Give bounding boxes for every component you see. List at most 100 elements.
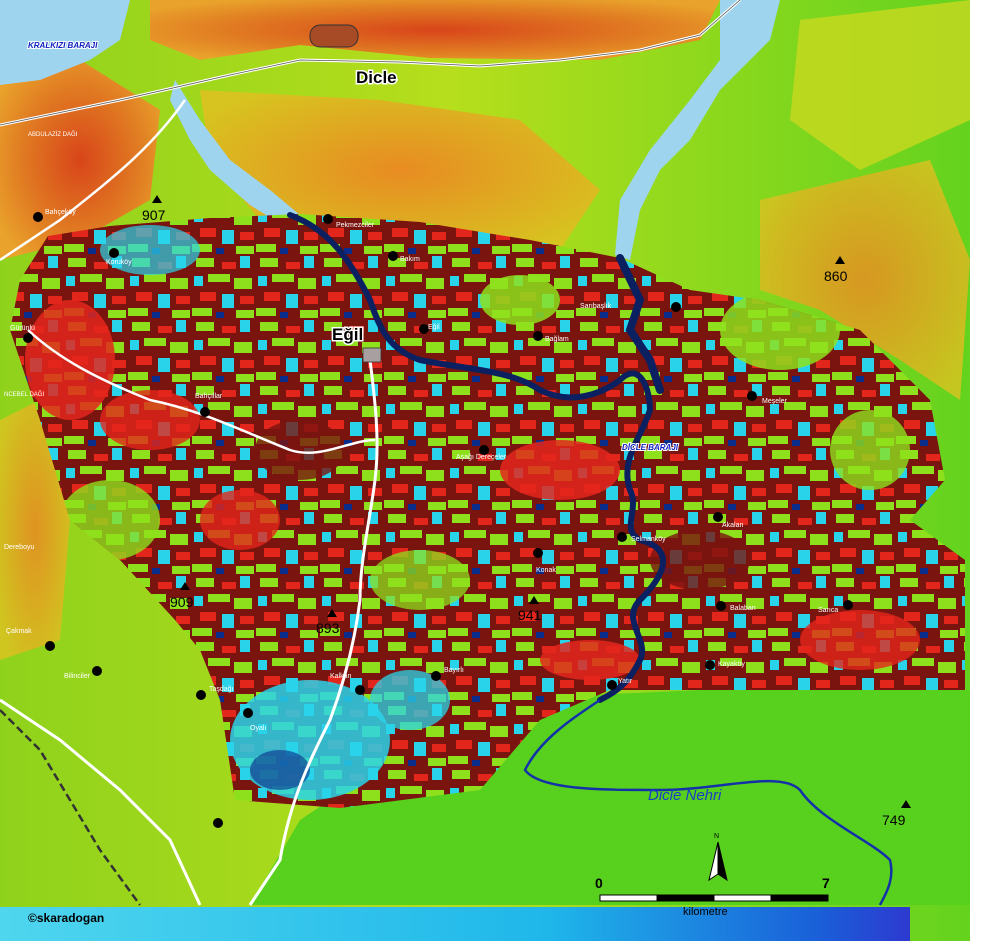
svg-text:Taşdağı: Taşdağı xyxy=(209,686,234,693)
svg-text:941: 941 xyxy=(518,607,542,623)
village-dereboyu: Dereboyu xyxy=(4,544,34,551)
peak-893: 893 xyxy=(316,609,340,636)
svg-text:Bilinciler: Bilinciler xyxy=(64,673,91,680)
village-unnamed-2 xyxy=(213,818,223,828)
svg-text:Bahçıllar: Bahçıllar xyxy=(195,393,223,400)
svg-text:Akalan: Akalan xyxy=(722,522,744,529)
svg-text:Aşağı Dereçeler: Aşağı Dereçeler xyxy=(456,454,507,461)
svg-text:Sarıbaşlık: Sarıbaşlık xyxy=(580,303,612,310)
land-cover-area xyxy=(10,214,965,808)
village-yatir: Yatır xyxy=(607,678,633,690)
village-bahcillar: Bahçıllar xyxy=(195,393,223,417)
village-asagi-dereceler: Aşağı Dereçeler xyxy=(456,445,507,461)
village-balaban: Balaban xyxy=(716,601,756,612)
dicle-dam-river xyxy=(287,212,666,703)
svg-text:Dereboyu: Dereboyu xyxy=(4,544,34,551)
svg-text:Pekmezciler: Pekmezciler xyxy=(336,222,375,229)
village-markers: Bahçeköy Koruköy Pekmezciler Bakım Gürün… xyxy=(4,209,853,828)
peak-907: 907 xyxy=(142,195,166,223)
svg-text:Çakmak: Çakmak xyxy=(6,628,32,635)
village-kalkan: Kalkan xyxy=(330,673,365,695)
road-southwest xyxy=(0,698,202,906)
village-meseler: Meşeler xyxy=(747,391,788,405)
svg-text:Bayırlı: Bayırlı xyxy=(444,667,464,674)
scale-bar: 0 7 kilometre xyxy=(595,875,830,918)
dam-reservoir-channel xyxy=(616,254,664,394)
village-cakmak: Çakmak xyxy=(6,628,55,651)
svg-text:749: 749 xyxy=(882,812,906,828)
svg-text:907: 907 xyxy=(142,207,166,223)
village-oyali: Oyalı xyxy=(243,708,266,732)
village-sarica: Sarıca xyxy=(818,600,853,614)
svg-text:909: 909 xyxy=(170,594,194,610)
road-central xyxy=(248,359,379,906)
village-korukoy: Koruköy xyxy=(106,248,132,266)
svg-text:Kayaköy: Kayaköy xyxy=(718,661,745,668)
right-margin xyxy=(970,0,1000,941)
terrain-hill-northeast xyxy=(790,0,970,170)
village-kayakoy: Kayaköy xyxy=(705,660,745,670)
dicle-town-area xyxy=(309,24,359,48)
svg-text:Bahçeköy: Bahçeköy xyxy=(45,209,76,216)
peak-749: 749 xyxy=(882,800,911,828)
kralkizi-reservoir xyxy=(0,0,130,85)
dicle-reservoir-north xyxy=(615,0,780,260)
terrain-ridge-north xyxy=(150,0,720,60)
svg-text:Selmanköy: Selmanköy xyxy=(631,536,666,543)
svg-text:Kalkan: Kalkan xyxy=(330,673,352,680)
village-konak: Konak xyxy=(533,548,556,574)
svg-text:893: 893 xyxy=(316,620,340,636)
svg-text:Gürünlü: Gürünlü xyxy=(10,325,35,332)
road-west xyxy=(0,99,187,262)
terrain-hill-west xyxy=(0,400,70,660)
dicle-nehri-river xyxy=(523,698,893,906)
road-north-outline xyxy=(0,0,741,126)
svg-text:860: 860 xyxy=(824,268,848,284)
village-gurunlu: Gürünlü xyxy=(10,325,35,343)
svg-text:Meşeler: Meşeler xyxy=(762,398,788,405)
terrain-ridge-west xyxy=(0,60,160,260)
svg-text:Yatır: Yatır xyxy=(618,678,633,685)
north-arrow-icon: N xyxy=(708,833,728,882)
svg-text:N: N xyxy=(714,833,719,840)
village-baglam: Bağlam xyxy=(533,331,569,343)
village-bakim: Bakım xyxy=(388,251,420,263)
kralkizi-dam-label: KRALKIZI BARAJI xyxy=(28,41,98,50)
abdulaziz-mountain-label: ABDULAZİZ DAĞI xyxy=(28,131,78,138)
scale-start: 0 xyxy=(595,875,603,891)
dicle-nehri-label: Dicle Nehri xyxy=(648,787,722,804)
scale-end: 7 xyxy=(822,875,830,891)
village-bilinciler: Bilinciler xyxy=(64,666,102,680)
svg-text:Bakım: Bakım xyxy=(400,256,420,263)
village-bayirli: Bayırlı xyxy=(431,667,464,681)
village-bahcekoy: Bahçeköy xyxy=(33,209,76,222)
credit-label: ©skaradogan xyxy=(28,911,104,925)
ncebel-mountain-label: NCEBEL DAĞI xyxy=(4,391,44,398)
village-unnamed-1 xyxy=(671,302,681,312)
peak-941: 941 xyxy=(518,596,542,623)
svg-text:Oyalı: Oyalı xyxy=(250,725,266,732)
peak-909: 909 xyxy=(170,582,194,610)
peak-860: 860 xyxy=(824,256,848,284)
village-saribaslik: Sarıbaşlık xyxy=(580,303,612,310)
scale-unit: kilometre xyxy=(683,906,728,918)
road-gurunlu xyxy=(27,329,376,455)
svg-text:Konak: Konak xyxy=(536,567,556,574)
dicle-label: Dicle xyxy=(356,68,397,87)
terrain-hill-north-center xyxy=(200,90,600,250)
svg-text:Balaban: Balaban xyxy=(730,605,756,612)
svg-text:Eğil: Eğil xyxy=(428,324,440,331)
egil-label: Eğil xyxy=(332,325,363,344)
dicle-dam-label: DİCLE BARAJI xyxy=(622,443,679,452)
svg-text:Bağlam: Bağlam xyxy=(545,336,569,343)
village-egil-point: Eğil xyxy=(419,324,440,334)
village-akalan: Akalan xyxy=(713,512,744,529)
village-selmankoy: Selmanköy xyxy=(617,532,666,543)
sea-strip xyxy=(0,907,910,941)
road-southwest-2 xyxy=(0,709,142,906)
svg-text:Sarıca: Sarıca xyxy=(818,607,838,614)
dicle-reservoir-arm xyxy=(170,80,300,230)
village-tasdagi: Taşdağı xyxy=(196,686,234,700)
svg-text:Koruköy: Koruköy xyxy=(106,259,132,266)
